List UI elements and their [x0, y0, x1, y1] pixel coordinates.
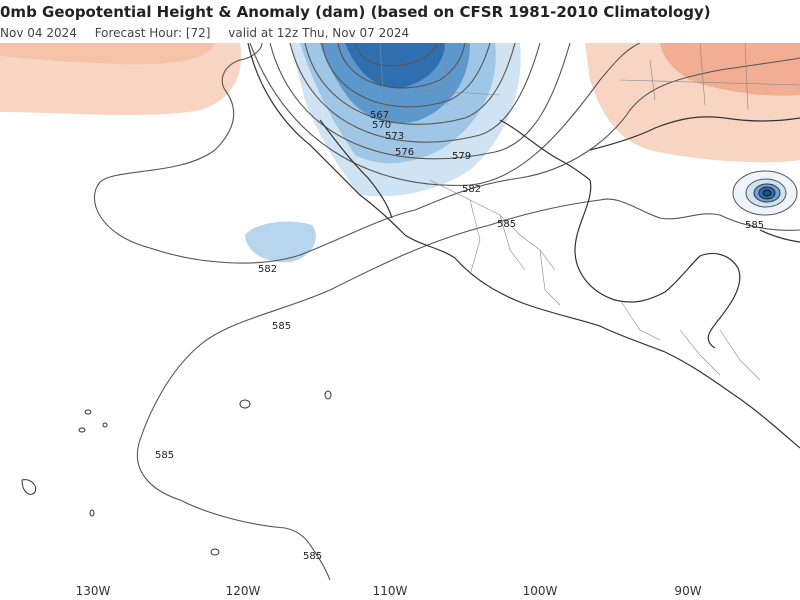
init-date: Nov 04 2024	[0, 26, 77, 40]
contour-label: 585	[745, 220, 764, 231]
islands	[21, 390, 332, 556]
x-axis: 130W 120W 110W 100W 90W	[0, 580, 800, 600]
contour-label: 576	[395, 147, 414, 158]
warm-anomaly-east-core	[660, 43, 800, 96]
coastline	[247, 43, 800, 449]
x-tick-label: 110W	[372, 584, 408, 598]
contour-label: 585	[155, 450, 174, 461]
state-borders	[379, 43, 800, 381]
cold-anomaly-patch	[245, 221, 316, 263]
contour-label: 573	[385, 131, 404, 142]
contour-label: 579	[452, 151, 471, 162]
x-tick-label: 90W	[674, 584, 702, 598]
contour-582-east	[414, 57, 800, 211]
map-subtitle: Nov 04 2024 Forecast Hour: [72] valid at…	[0, 26, 423, 40]
map-title: 0mb Geopotential Height & Anomaly (dam) …	[0, 3, 711, 21]
valid-time: valid at 12z Thu, Nov 07 2024	[228, 26, 410, 40]
x-tick-label: 100W	[522, 584, 558, 598]
hurricane-low	[732, 170, 798, 216]
x-tick-label: 130W	[75, 584, 111, 598]
contour-label: 582	[258, 264, 277, 275]
contour-label: 567	[370, 110, 389, 121]
height-contours	[249, 43, 641, 186]
forecast-hour: Forecast Hour: [72]	[94, 26, 211, 40]
contour-label: 585	[497, 219, 516, 230]
contour-label: 570	[372, 120, 391, 131]
contour-label: 585	[272, 321, 291, 332]
contour-label: 582	[462, 184, 481, 195]
contour-label: 585	[303, 551, 322, 562]
contour-582	[93, 43, 416, 264]
x-tick-label: 120W	[225, 584, 261, 598]
warm-anomaly-west-core	[0, 43, 215, 65]
map-panel: 567 570 573 576 579 582 585 582 585 585 …	[0, 43, 800, 580]
contour-585	[136, 198, 800, 580]
